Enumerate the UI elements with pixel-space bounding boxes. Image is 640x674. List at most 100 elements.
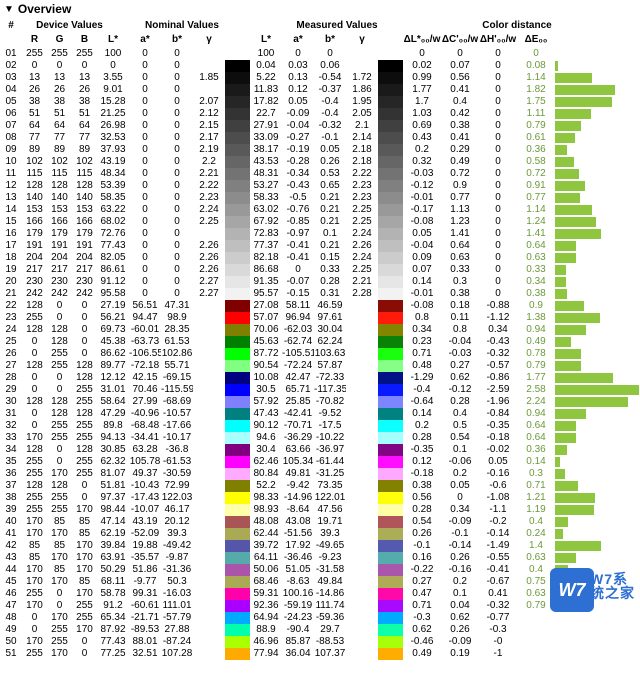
cell-B: 170	[72, 504, 97, 516]
cell-G: 85	[47, 564, 72, 576]
cell-mb: 47.56	[314, 504, 346, 516]
cell-mL: 77.37	[250, 240, 282, 252]
cell-nL: 77.43	[97, 636, 129, 648]
cell-dC: 0.26	[441, 552, 479, 564]
measured-swatch	[378, 84, 403, 96]
table-row: 411701708562.19-52.0939.362.44-51.5639.3…	[0, 528, 640, 540]
cell-dH: 0.41	[479, 588, 517, 600]
cell-dL: 0.23	[403, 336, 441, 348]
cell-dL: -0.04	[403, 240, 441, 252]
cell-dE: 0.36	[517, 144, 555, 156]
cell-dL: -0.08	[403, 216, 441, 228]
delta-e-bar	[555, 96, 640, 108]
cell-nL: 30.85	[97, 444, 129, 456]
cell-B: 51	[72, 108, 97, 120]
cell-B: 0	[72, 312, 97, 324]
cell-mg: 2.28	[346, 288, 378, 300]
cell-R: 255	[22, 492, 47, 504]
cell-B: 255	[72, 48, 97, 60]
cell-dC: -0.09	[441, 636, 479, 648]
cell-mg: 2.21	[346, 276, 378, 288]
cell-ma: -0.04	[282, 120, 314, 132]
table-row: 38255255097.37-17.43122.0398.33-14.96122…	[0, 492, 640, 504]
cell-nL: 77.25	[97, 648, 129, 660]
table-row: 42858517039.8419.88-49.4239.7217.92-49.6…	[0, 540, 640, 552]
cell-mg	[346, 528, 378, 540]
cell-dC: 0.4	[441, 96, 479, 108]
cell-nb: -31.36	[161, 564, 193, 576]
table-row: 441708517050.2951.86-31.3650.0651.05-31.…	[0, 564, 640, 576]
cell-num: 19	[0, 264, 22, 276]
overview-header[interactable]: ▼ Overview	[0, 0, 640, 18]
cell-mg: 2.18	[346, 156, 378, 168]
cell-ng: 2.12	[193, 108, 225, 120]
cell-num: 18	[0, 252, 22, 264]
cell-R: 0	[22, 336, 47, 348]
cell-mg: 2.24	[346, 228, 378, 240]
cell-dL: 0.8	[403, 312, 441, 324]
cell-na: 0	[129, 72, 161, 84]
cell-dH: 0	[479, 228, 517, 240]
measured-swatch	[378, 192, 403, 204]
cell-G: 0	[47, 312, 72, 324]
cell-na: 0	[129, 48, 161, 60]
cell-na: 51.86	[129, 564, 161, 576]
cell-mL: 91.35	[250, 276, 282, 288]
cell-mL: 67.92	[250, 216, 282, 228]
cell-ng: 2.27	[193, 276, 225, 288]
cell-mL: 98.93	[250, 504, 282, 516]
cell-mL: 48.31	[250, 168, 282, 180]
cell-num: 04	[0, 84, 22, 96]
cell-num: 27	[0, 360, 22, 372]
cell-nb: 0	[161, 48, 193, 60]
table-row: 48017025565.34-21.71-57.7964.94-24.23-59…	[0, 612, 640, 624]
cell-nb: -115.59	[161, 384, 193, 396]
cell-nL: 31.01	[97, 384, 129, 396]
table-row: 0989898937.93002.1938.17-0.190.052.180.2…	[0, 144, 640, 156]
cell-na: 63.28	[129, 444, 161, 456]
delta-e-bar	[555, 420, 640, 432]
cell-mL: 46.96	[250, 636, 282, 648]
cell-num: 02	[0, 60, 22, 72]
cell-ma: 51.05	[282, 564, 314, 576]
cell-nL: 65.34	[97, 612, 129, 624]
delta-e-bar	[555, 180, 640, 192]
cell-ma: -8.64	[282, 504, 314, 516]
cell-B: 38	[72, 96, 97, 108]
cell-B: 230	[72, 276, 97, 288]
cell-mL: 47.43	[250, 408, 282, 420]
cell-mb: 122.01	[314, 492, 346, 504]
cell-num: 31	[0, 408, 22, 420]
cell-mb: 0.21	[314, 192, 346, 204]
table-row: 1921721721786.61002.2686.6800.332.250.07…	[0, 264, 640, 276]
cell-dC: 0.41	[441, 84, 479, 96]
cell-G: 255	[47, 360, 72, 372]
cell-dE: 1.82	[517, 84, 555, 96]
measured-swatch	[378, 108, 403, 120]
delta-e-bar	[555, 156, 640, 168]
cell-dL: 0.43	[403, 132, 441, 144]
cell-mb: 0.21	[314, 240, 346, 252]
cell-dC: 0.34	[441, 504, 479, 516]
cell-num: 36	[0, 468, 22, 480]
cell-G: 170	[47, 648, 72, 660]
cell-dL: 0.49	[403, 648, 441, 660]
cell-dE: 1.19	[517, 504, 555, 516]
cell-num: 24	[0, 324, 22, 336]
cell-G: 0	[47, 60, 72, 72]
nominal-swatch	[225, 168, 250, 180]
cell-B: 0	[72, 324, 97, 336]
cell-dC: 1.23	[441, 216, 479, 228]
cell-dE: 0.64	[517, 432, 555, 444]
cell-nb: -17.66	[161, 420, 193, 432]
cell-mL: 87.72	[250, 348, 282, 360]
nominal-swatch	[225, 120, 250, 132]
cell-R: 140	[22, 192, 47, 204]
cell-dE: 0.9	[517, 300, 555, 312]
cell-na: 0	[129, 84, 161, 96]
cell-mg	[346, 300, 378, 312]
cell-ng	[193, 420, 225, 432]
cell-nL: 47.29	[97, 408, 129, 420]
cell-ma: 0	[282, 48, 314, 60]
cell-num: 42	[0, 540, 22, 552]
